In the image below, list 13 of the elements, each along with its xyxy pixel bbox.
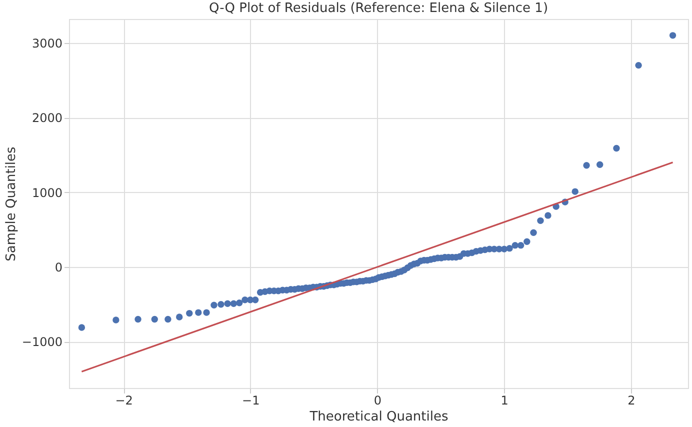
- x-axis-title: Theoretical Quantiles: [308, 410, 448, 424]
- x-tick-label: 2: [628, 394, 636, 408]
- x-tick-label: −1: [242, 394, 260, 408]
- y-tick-label: 2000: [32, 111, 62, 126]
- chart-title: Q-Q Plot of Residuals (Reference: Elena & Silence 1): [208, 1, 548, 16]
- y-tick-label: 3000: [32, 36, 62, 50]
- x-tick-label: −2: [115, 394, 133, 408]
- y-axis-title: Sample Quantiles: [4, 146, 19, 262]
- y-tick-label: 0: [54, 260, 62, 274]
- y-tick-label: −1000: [22, 335, 62, 350]
- x-tick-label: 1: [500, 394, 508, 408]
- y-tick-label: 1000: [32, 186, 62, 200]
- x-tick-label: 0: [374, 394, 382, 408]
